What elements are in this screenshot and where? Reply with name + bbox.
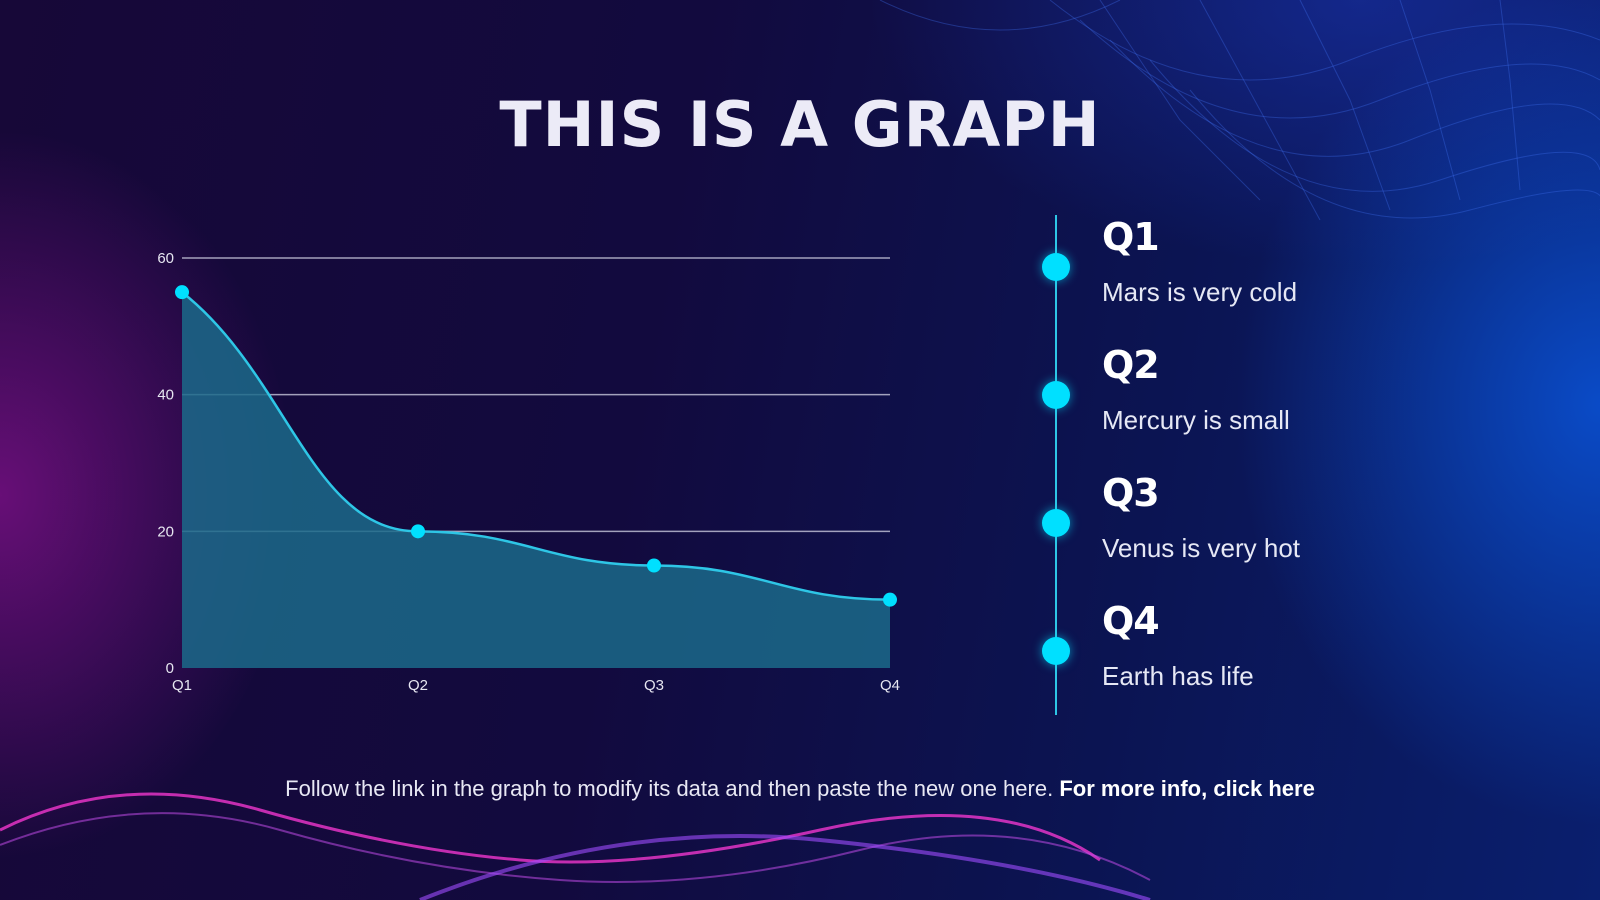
- data-point-q2: [411, 524, 425, 539]
- timeline-dot: [1042, 381, 1070, 409]
- timeline-dot: [1042, 637, 1070, 665]
- timeline-dot: [1042, 509, 1070, 537]
- data-point-q3: [647, 558, 661, 573]
- timeline-item-q1: Q1 Mars is very cold: [1000, 215, 1560, 343]
- data-point-q1: [175, 285, 189, 300]
- timeline-label: Q3: [1102, 471, 1160, 515]
- area-fill: [182, 292, 890, 668]
- timeline-line: [1055, 215, 1057, 715]
- timeline-description: Venus is very hot: [1102, 533, 1300, 563]
- timeline-item-q4: Q4 Earth has life: [1000, 599, 1560, 727]
- timeline-description: Mars is very cold: [1102, 277, 1298, 307]
- data-point-q4: [883, 592, 897, 607]
- timeline-item-q3: Q3 Venus is very hot: [1000, 471, 1560, 599]
- y-tick-label: 40: [157, 387, 174, 404]
- quarter-timeline: Q1 Mars is very cold Q2 Mercury is small Q3 V…: [1000, 215, 1560, 715]
- timeline-label: Q1: [1102, 215, 1160, 259]
- timeline-item-q2: Q2 Mercury is small: [1000, 343, 1560, 471]
- y-tick-label: 20: [157, 523, 174, 540]
- x-tick-label: Q3: [644, 677, 664, 694]
- series-line: [181, 291, 891, 601]
- x-tick-label: Q4: [880, 677, 900, 694]
- footer: Follow the link in the graph to modify i…: [0, 776, 1600, 802]
- timeline-label: Q2: [1102, 343, 1160, 387]
- x-tick-label: Q2: [408, 677, 428, 694]
- footer-text: Follow the link in the graph to modify i…: [285, 776, 1054, 801]
- timeline-label: Q4: [1102, 599, 1160, 643]
- timeline-description: Earth has life: [1102, 661, 1254, 691]
- y-tick-label: 60: [157, 250, 174, 267]
- timeline-dot: [1042, 253, 1070, 281]
- timeline-description: Mercury is small: [1102, 405, 1290, 435]
- slide-title: THIS IS A GRAPH: [499, 88, 1101, 161]
- area-chart[interactable]: 0 20 40 60 Q1 Q2 Q3 Q4: [140, 240, 940, 720]
- x-tick-label: Q1: [172, 677, 192, 694]
- more-info-link[interactable]: For more info, click here: [1059, 776, 1315, 801]
- y-tick-label: 0: [166, 660, 174, 677]
- wave-decoration: [0, 792, 1151, 900]
